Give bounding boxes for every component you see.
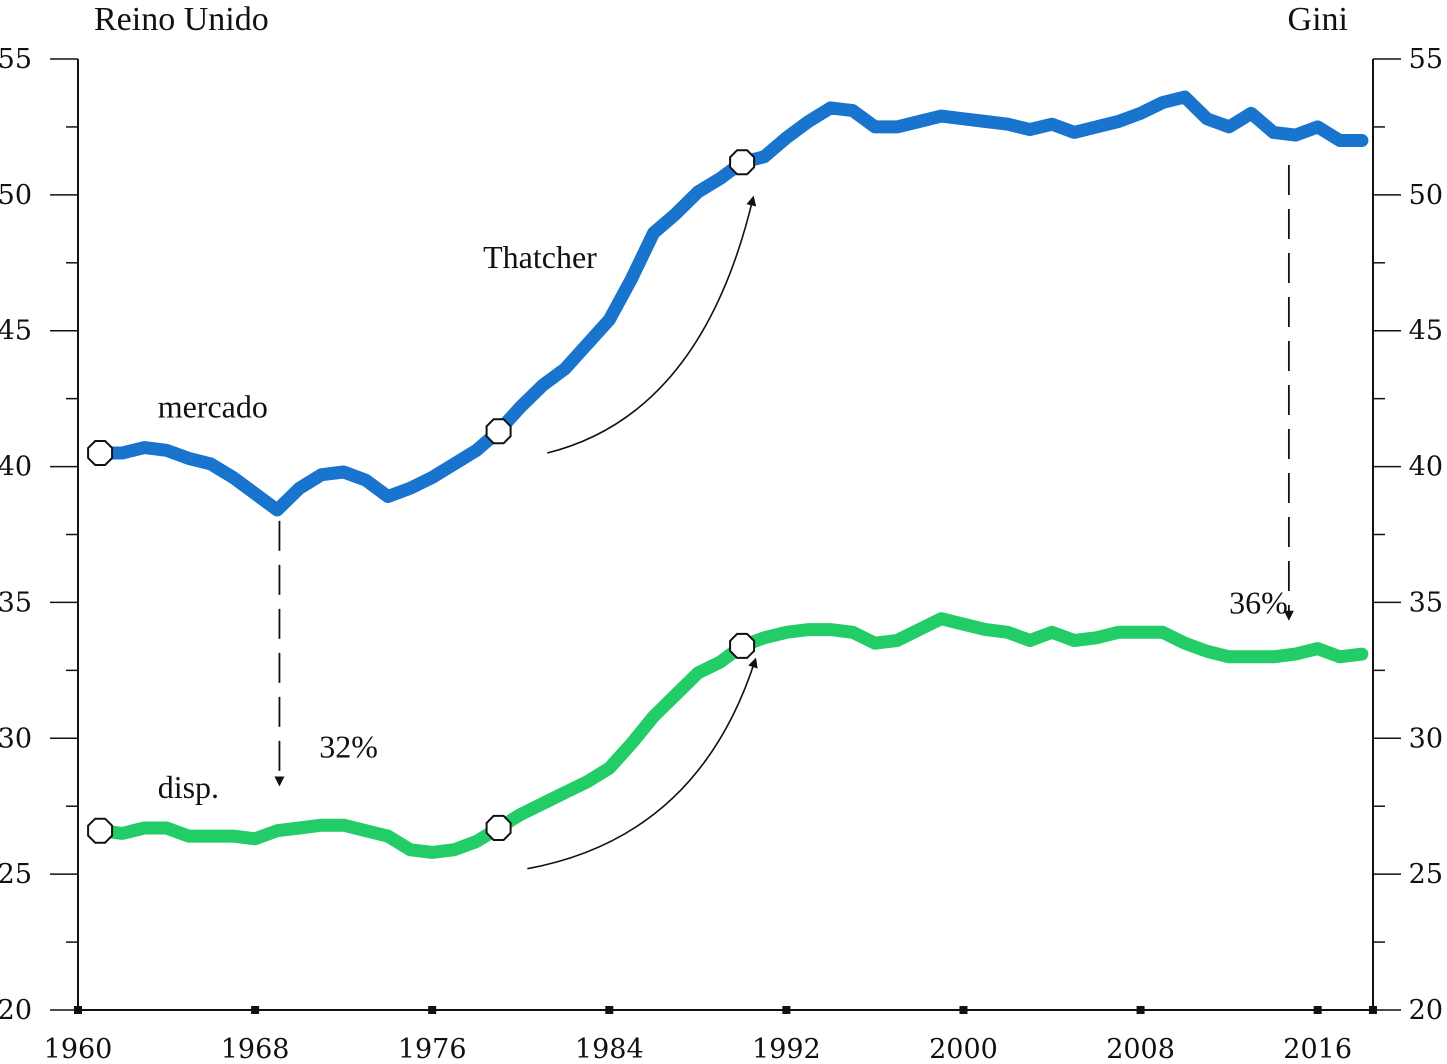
x-tick <box>1369 1006 1377 1014</box>
annotation-labels: mercado Thatcher disp. 32% 36% <box>158 239 1288 805</box>
annotation-label: Thatcher <box>483 239 597 275</box>
data-point-marker <box>485 418 512 445</box>
x-tick <box>74 1006 82 1014</box>
x-tick-label: 1992 <box>752 1034 821 1064</box>
annotation-label: mercado <box>158 389 268 425</box>
y-tick-label-right: 35 <box>1409 587 1443 618</box>
y-tick-label-right: 55 <box>1409 44 1443 75</box>
series-line-disp <box>93 612 1369 859</box>
x-tick <box>605 1006 614 1014</box>
x-tick <box>251 1006 260 1014</box>
y-tick-label-right: 25 <box>1409 859 1443 890</box>
y-tick-label-right: 40 <box>1409 452 1443 483</box>
annotation-label: 32% <box>319 728 378 764</box>
y-tick-label-right: 30 <box>1409 723 1443 754</box>
marker-layer <box>87 149 756 844</box>
x-tick <box>1313 1006 1322 1014</box>
series-layer <box>93 90 1369 859</box>
y-tick-label-left: 50 <box>0 180 32 211</box>
data-point-marker <box>87 440 114 466</box>
y-tick-label-left: 30 <box>0 723 32 754</box>
y-tick-label-left: 45 <box>0 316 32 347</box>
x-tick-label: 1968 <box>221 1034 290 1064</box>
annotation-label: disp. <box>158 769 219 805</box>
y-tick-label-right: 45 <box>1409 316 1443 347</box>
data-point-marker <box>729 632 756 659</box>
y-tick-label-left: 40 <box>0 452 32 483</box>
x-tick <box>782 1006 791 1014</box>
data-point-marker <box>87 817 114 844</box>
y-tick-label-right: 50 <box>1409 180 1443 211</box>
curved-arrow <box>547 195 757 454</box>
annotation-label: 36% <box>1229 584 1288 620</box>
y-tick-label-right: 20 <box>1409 995 1443 1026</box>
x-tick-label: 1976 <box>398 1034 467 1064</box>
y-tick-label-left: 35 <box>0 587 32 618</box>
x-tick-label: 2016 <box>1283 1034 1352 1064</box>
data-point-marker <box>729 149 756 176</box>
x-tick-label: 2008 <box>1106 1034 1175 1064</box>
data-point-marker <box>485 814 512 841</box>
x-tick-label: 1984 <box>575 1034 644 1064</box>
axes: 20 25 30 35 40 45 50 55 20 25 30 35 40 45 50 55 1960 1968… <box>0 44 1443 1064</box>
y-tick-label-left: 20 <box>0 995 32 1026</box>
chart-title: Reino Unido <box>94 1 269 38</box>
annotation-arrows <box>274 164 1294 870</box>
y-tick-label-left: 25 <box>0 859 32 890</box>
y-tick-label-left: 55 <box>0 44 32 75</box>
x-tick-label: 2000 <box>929 1034 998 1064</box>
x-tick <box>1136 1006 1145 1014</box>
x-tick <box>959 1006 968 1014</box>
right-axis-title: Gini <box>1288 1 1348 38</box>
x-tick-label: 1960 <box>44 1034 113 1064</box>
series-line-mercado <box>93 90 1369 517</box>
x-tick <box>428 1006 437 1014</box>
curved-arrow <box>527 657 758 870</box>
